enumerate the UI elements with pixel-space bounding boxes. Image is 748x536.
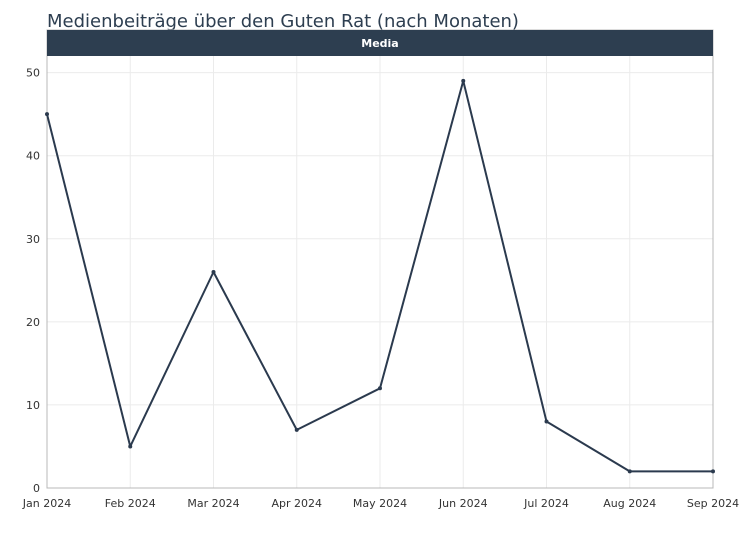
y-tick-label: 40 xyxy=(26,150,40,163)
facet-strip-label: Media xyxy=(361,37,398,50)
x-tick-label: May 2024 xyxy=(353,497,407,510)
y-tick-label: 0 xyxy=(33,482,40,495)
data-point xyxy=(711,469,715,474)
facet-strip-background xyxy=(47,30,713,56)
y-tick-label: 30 xyxy=(26,233,40,246)
x-tick-label: Sep 2024 xyxy=(687,497,739,510)
x-tick-label: Mar 2024 xyxy=(187,497,239,510)
y-tick-label: 10 xyxy=(26,399,40,412)
series-layer xyxy=(45,78,715,474)
facet-strip: Media xyxy=(47,30,713,56)
x-tick-label: Jan 2024 xyxy=(22,497,71,510)
data-point xyxy=(211,270,216,274)
x-tick-label: Feb 2024 xyxy=(105,497,156,510)
data-point xyxy=(378,386,382,391)
data-point xyxy=(128,444,133,449)
data-point xyxy=(294,427,299,432)
data-point xyxy=(461,78,466,83)
y-axis-ticks: 0 10 20 30 40 50 xyxy=(26,67,40,495)
y-tick-label: 20 xyxy=(26,316,40,329)
gridlines xyxy=(46,56,714,489)
x-tick-label: Apr 2024 xyxy=(271,497,322,510)
x-tick-label: Aug 2024 xyxy=(603,497,656,510)
x-axis-ticks: Jan 2024 Feb 2024 Mar 2024 Apr 2024 May 2024… xyxy=(22,497,739,510)
chart-title: Medienbeiträge über den Guten Rat (nach … xyxy=(47,11,519,32)
data-point xyxy=(627,469,632,474)
data-point xyxy=(45,112,49,117)
x-tick-label: Jul 2024 xyxy=(523,497,569,510)
data-point xyxy=(544,419,549,424)
y-tick-label: 50 xyxy=(26,67,40,80)
x-tick-label: Jun 2024 xyxy=(438,497,488,510)
